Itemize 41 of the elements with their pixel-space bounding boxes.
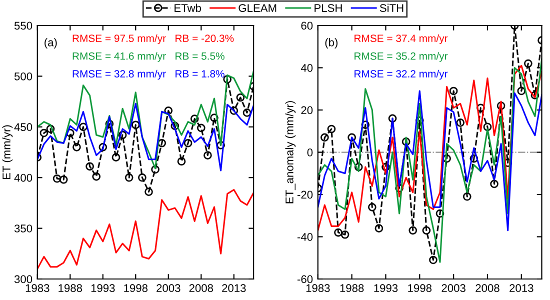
x-tick-label: 1998 bbox=[408, 284, 432, 292]
y-tick-label: 350 bbox=[14, 224, 32, 232]
y-tick-label: 0 bbox=[307, 148, 313, 156]
y-tick-label: 550 bbox=[14, 22, 32, 30]
x-tick-label: 1983 bbox=[26, 284, 50, 292]
y-tick-label: 450 bbox=[14, 123, 32, 132]
y-tick-label: -60 bbox=[297, 275, 313, 284]
y-tick-label: 500 bbox=[14, 72, 32, 80]
annotation: RMSE = 35.2 mm/yr bbox=[354, 52, 448, 62]
x-tick-label: 2013 bbox=[510, 284, 534, 292]
x-tick-label: 1988 bbox=[58, 284, 82, 292]
x-tick-label: 2003 bbox=[156, 284, 180, 292]
annotation: (a) bbox=[44, 38, 57, 49]
annotation: RMSE = 97.5 mm/yr RB = -20.3% bbox=[72, 34, 234, 44]
legend-label: PLSH bbox=[314, 4, 342, 12]
legend-label: ETwb bbox=[174, 4, 202, 12]
y-tick-label: 400 bbox=[14, 174, 32, 182]
legend-label: SiTH bbox=[380, 4, 404, 12]
y-axis-title: ET (mm/yr) bbox=[2, 125, 13, 180]
x-tick-label: 1998 bbox=[124, 284, 148, 292]
annotation: RMSE = 41.6 mm/yr RB = 5.5% bbox=[72, 52, 224, 62]
annotation: (b) bbox=[325, 38, 338, 49]
x-tick-label: 1988 bbox=[340, 284, 364, 292]
x-tick-label: 2008 bbox=[476, 284, 500, 292]
y-tick-label: 20 bbox=[301, 106, 313, 114]
x-tick-label: 1993 bbox=[374, 284, 398, 292]
x-tick-label: 1983 bbox=[306, 284, 330, 292]
annotation: RMSE = 37.4 mm/yr bbox=[354, 34, 448, 44]
y-tick-label: -40 bbox=[297, 233, 313, 241]
y-axis-title: ET_anomaly (mm/yr) bbox=[285, 101, 296, 204]
x-tick-label: 2008 bbox=[189, 284, 214, 292]
annotation: RMSE = 32.8 mm/yr RB = 1.8% bbox=[72, 70, 224, 80]
x-tick-label: 2003 bbox=[442, 284, 466, 292]
y-tick-label: -20 bbox=[297, 190, 313, 199]
x-tick-label: 1993 bbox=[91, 284, 115, 292]
x-tick-label: 2013 bbox=[222, 284, 246, 292]
y-tick-label: 60 bbox=[301, 22, 313, 30]
annotation: RMSE = 32.2 mm/yr bbox=[354, 70, 448, 80]
y-tick-label: 300 bbox=[14, 275, 32, 284]
y-tick-label: 40 bbox=[300, 64, 313, 72]
legend-label: GLEAM bbox=[238, 4, 276, 12]
